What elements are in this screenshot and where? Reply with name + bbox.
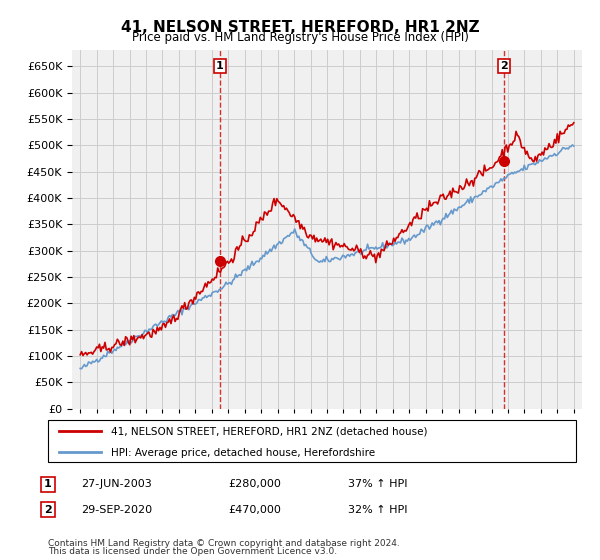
Text: Price paid vs. HM Land Registry's House Price Index (HPI): Price paid vs. HM Land Registry's House … bbox=[131, 31, 469, 44]
Text: 1: 1 bbox=[216, 61, 224, 71]
Text: 29-SEP-2020: 29-SEP-2020 bbox=[81, 505, 152, 515]
Text: Contains HM Land Registry data © Crown copyright and database right 2024.: Contains HM Land Registry data © Crown c… bbox=[48, 539, 400, 548]
Text: 37% ↑ HPI: 37% ↑ HPI bbox=[348, 479, 407, 489]
Text: £470,000: £470,000 bbox=[228, 505, 281, 515]
Text: 27-JUN-2003: 27-JUN-2003 bbox=[81, 479, 152, 489]
Text: 32% ↑ HPI: 32% ↑ HPI bbox=[348, 505, 407, 515]
Text: HPI: Average price, detached house, Herefordshire: HPI: Average price, detached house, Here… bbox=[112, 448, 376, 458]
Text: This data is licensed under the Open Government Licence v3.0.: This data is licensed under the Open Gov… bbox=[48, 547, 337, 556]
Text: 2: 2 bbox=[500, 61, 508, 71]
Text: 41, NELSON STREET, HEREFORD, HR1 2NZ: 41, NELSON STREET, HEREFORD, HR1 2NZ bbox=[121, 20, 479, 35]
Text: £280,000: £280,000 bbox=[228, 479, 281, 489]
Text: 41, NELSON STREET, HEREFORD, HR1 2NZ (detached house): 41, NELSON STREET, HEREFORD, HR1 2NZ (de… bbox=[112, 427, 428, 437]
Text: 1: 1 bbox=[44, 479, 52, 489]
FancyBboxPatch shape bbox=[48, 420, 576, 462]
Text: 2: 2 bbox=[44, 505, 52, 515]
